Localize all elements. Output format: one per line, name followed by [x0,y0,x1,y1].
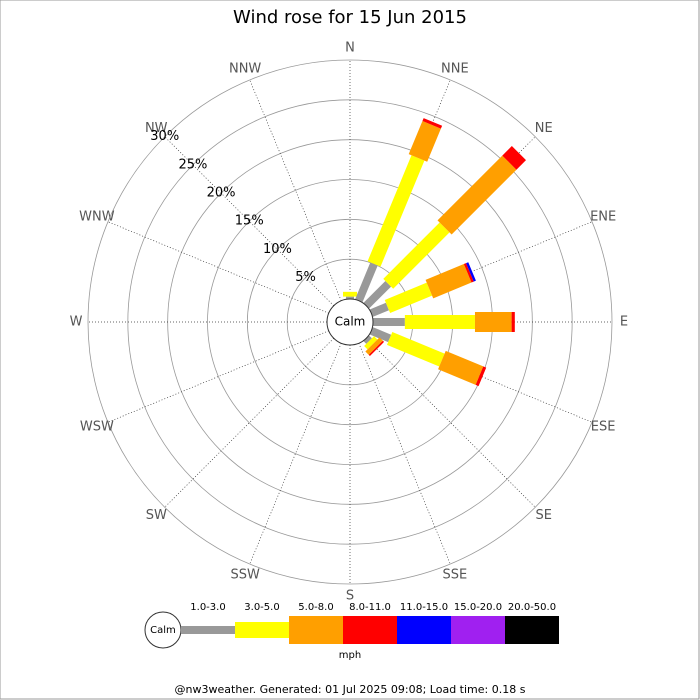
spoke [249,79,342,301]
direction-label: W [70,315,83,330]
direction-label: WSW [80,419,114,434]
footer: @nw3weather. Generated: 01 Jul 2025 09:0… [175,683,526,696]
direction-label: E [620,315,628,330]
direction-label: NE [535,121,553,136]
bar-segment [437,155,517,235]
ring [87,59,613,585]
bar-segment [368,340,385,357]
direction-label: N [345,41,355,56]
bar-segment [425,264,472,299]
spoke [358,343,451,565]
bar-segment [364,336,378,350]
bar-segment [363,335,372,344]
chart-title: Wind rose for 15 Jun 2015 [233,7,467,28]
bar-segment [363,280,392,309]
ring [127,99,573,545]
direction-label: NNE [441,61,469,76]
legend-label: 15.0-20.0 [454,602,502,613]
spoke [366,338,536,508]
legend-swatch [451,616,505,644]
calm-circle [326,298,374,346]
direction-label: ENE [590,210,616,225]
legend-label: 5.0-8.0 [298,602,333,613]
direction-label: NNW [229,61,261,76]
direction-label: NW [145,121,168,136]
bar-segment [346,296,354,299]
ring-label: 10% [263,242,292,257]
bar-segment [422,118,443,129]
bar-segment [511,312,515,332]
legend-swatch [343,616,397,644]
bar-segment [438,350,484,385]
direction-label: WNW [79,210,115,225]
legend-swatch [397,616,451,644]
direction-label: SE [536,508,552,523]
direction-label: SSE [442,568,467,583]
spoke [249,343,342,565]
ring-label: 20% [207,186,236,201]
spoke [164,136,334,306]
bar-segment [384,282,433,313]
spoke [107,221,329,314]
legend-swatch [235,622,289,638]
bar-segment [373,318,405,326]
ring-label: 25% [178,157,207,172]
calm-label: Calm [335,315,366,329]
bar-segment [474,312,512,332]
bar-segment [386,331,445,367]
bar-segment [475,366,487,387]
bar-segment [343,291,357,297]
bar-segment [369,327,392,343]
direction-label: SSW [230,568,260,583]
bar-segment [355,262,378,303]
legend-swatch [181,626,235,634]
legend-label: 1.0-3.0 [190,602,225,613]
legend-label: 3.0-5.0 [244,602,279,613]
legend-calm-label: Calm [150,625,176,636]
bar-segment [408,121,441,162]
bar-segment [383,222,450,289]
legend-label: 11.0-15.0 [400,602,448,613]
bar-segment [502,146,526,170]
ring-label: 30% [150,129,179,144]
direction-label: SW [146,508,167,523]
bar-segment [367,155,425,267]
spoke [164,338,334,508]
bar-segment [466,262,476,282]
bar-segment [463,263,474,283]
ring-label: 5% [295,270,316,285]
direction-label: ESE [591,419,616,434]
bar-segment [369,302,389,317]
bar-segment [365,337,383,355]
spoke [107,330,329,423]
direction-label: S [346,589,354,604]
ring-label: 15% [235,214,264,229]
bar-segment [404,315,475,329]
legend-title: mph [339,650,361,661]
legend-label: 20.0-50.0 [508,602,556,613]
legend-label: 8.0-11.0 [349,602,391,613]
legend-swatch [505,616,559,644]
legend-swatch [289,616,343,644]
